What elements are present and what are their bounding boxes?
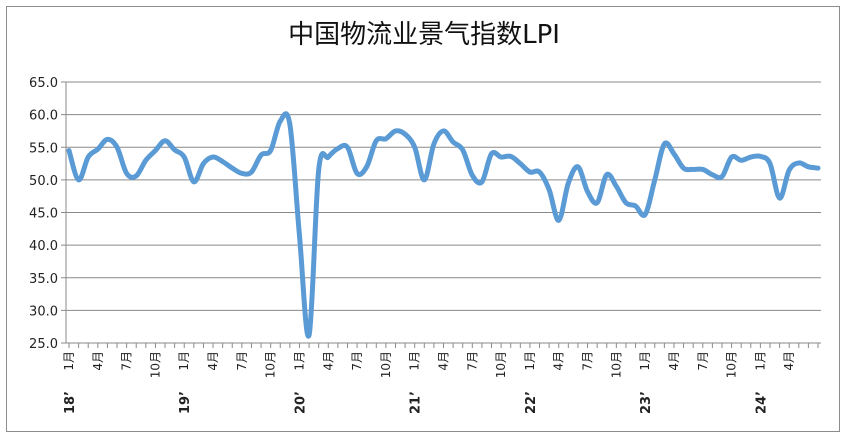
- series-layer: [66, 111, 821, 339]
- x-tick-label: 1月: [523, 351, 537, 371]
- chart-frame: [6, 6, 840, 432]
- x-tick-label: 7月: [235, 351, 249, 371]
- x-tick-label: 1月: [408, 351, 422, 371]
- x-tick-label: 4月: [437, 351, 451, 371]
- y-tick-label: 65.0: [29, 76, 58, 91]
- y-tick-label: 25.0: [29, 337, 58, 352]
- x-year-label: 24’: [754, 391, 769, 414]
- x-tick-label: 1月: [62, 351, 76, 371]
- x-tick-label: 4月: [552, 351, 566, 371]
- x-year-label: 19’: [178, 391, 193, 414]
- x-tick-label: 4月: [91, 351, 105, 371]
- x-tick-label: 1月: [753, 351, 767, 371]
- y-tick-label: 60.0: [29, 109, 58, 124]
- x-year-label: 23’: [639, 391, 654, 414]
- y-axis-ticks: 65.0 60.0 55.0 50.0 45.0 40.0 35.0 30.0 25.0: [29, 76, 58, 352]
- x-tick-label: 7月: [350, 351, 364, 371]
- y-tick-label: 45.0: [29, 207, 58, 222]
- x-tick-label: 4月: [782, 351, 796, 371]
- y-tick-label: 30.0: [29, 304, 58, 319]
- x-tick-label: 4月: [321, 351, 335, 371]
- x-year-label: 21’: [409, 391, 424, 414]
- y-tick-label: 40.0: [29, 239, 58, 254]
- gridlines: [61, 81, 821, 344]
- x-tick-label: 1月: [638, 351, 652, 371]
- x-tick-label: 10月: [148, 351, 162, 378]
- chart-title: 中国物流业景气指数LPI: [288, 20, 560, 50]
- y-tick-label: 35.0: [29, 272, 58, 287]
- x-tick-label: 10月: [264, 351, 278, 378]
- x-tick-label: 10月: [609, 351, 623, 378]
- x-tick-label: 4月: [667, 351, 681, 371]
- x-tick-label: 7月: [120, 351, 134, 371]
- x-axis: 1月 4月 7月 10月 1月 4月 7月 10月 1月 4月 7月 10月 1月 4月 7月 10月 1月 4月…: [62, 343, 819, 414]
- x-year-label: 22’: [524, 391, 539, 414]
- x-tick-label: 4月: [206, 351, 220, 371]
- x-tick-label: 1月: [177, 351, 191, 371]
- y-tick-label: 50.0: [29, 174, 58, 189]
- x-tick-label: 7月: [581, 351, 595, 371]
- lpi-series-line: [66, 111, 821, 339]
- x-year-label: 20’: [293, 391, 308, 414]
- x-tick-label: 1月: [292, 351, 306, 371]
- x-tick-label: 7月: [696, 351, 710, 371]
- y-tick-label: 55.0: [29, 141, 58, 156]
- x-tick-label: 7月: [465, 351, 479, 371]
- x-year-label: 18’: [63, 391, 78, 414]
- x-tick-label: 10月: [494, 351, 508, 378]
- x-tick-label: 10月: [379, 351, 393, 378]
- x-tick-label: 10月: [725, 351, 739, 378]
